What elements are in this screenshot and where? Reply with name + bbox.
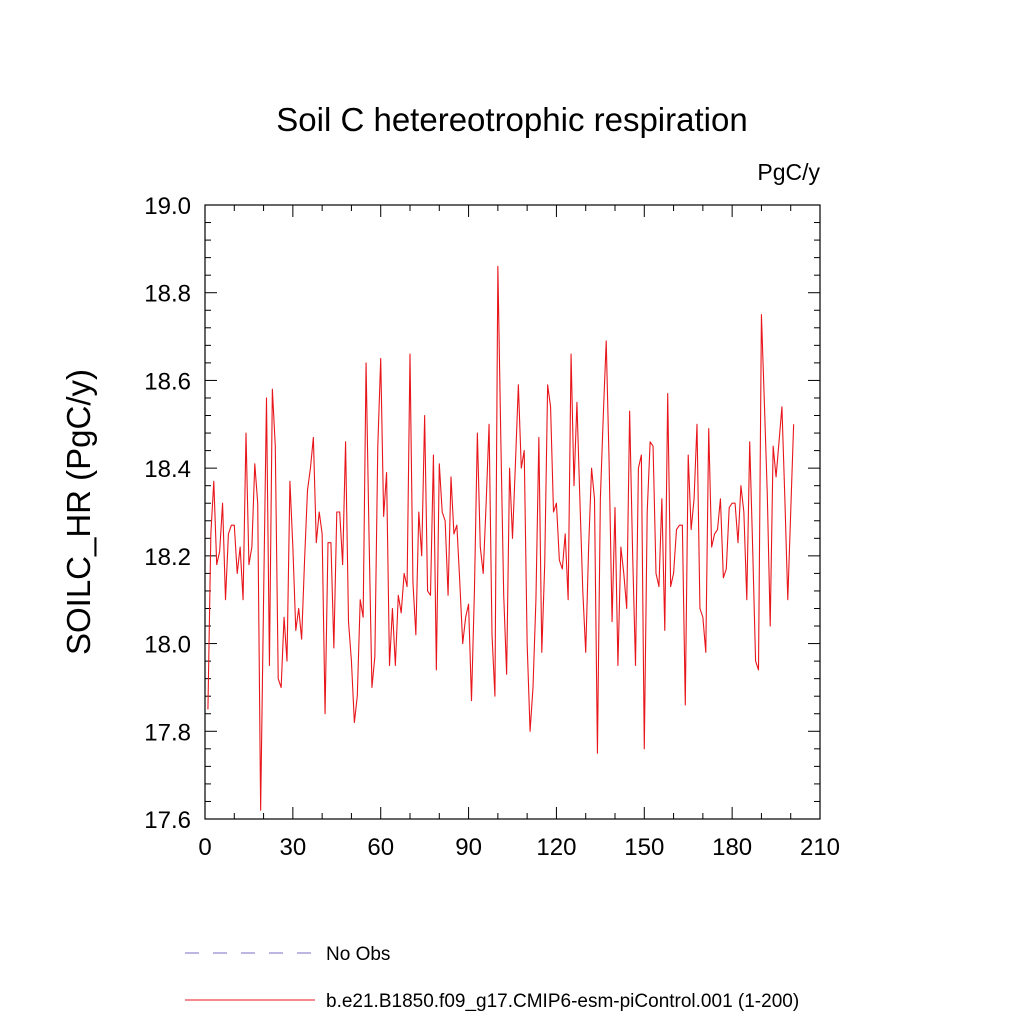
x-tick-label: 180 — [712, 834, 752, 861]
legend-label: No Obs — [326, 944, 390, 965]
y-tick-label: 18.4 — [144, 456, 191, 483]
plot-area — [204, 204, 821, 820]
x-tick-label: 0 — [198, 834, 211, 861]
x-tick-label: 210 — [800, 834, 840, 861]
y-tick-label: 17.6 — [144, 807, 191, 834]
y-tick-label: 18.8 — [144, 281, 191, 308]
axis-tick-labels: 0 30 60 90 120 150 180 210 17.6 17.8 18.0 18.2 18.4 1… — [144, 193, 840, 861]
x-tick-label: 120 — [536, 834, 576, 861]
legend: No Obs b.e21.B1850.f09_g17.CMIP6-esm-piCo… — [185, 944, 799, 1012]
y-axis-label: SOILC_HR (PgC/y) — [60, 369, 97, 655]
axis-ticks — [204, 204, 821, 820]
legend-label: b.e21.B1850.f09_g17.CMIP6-esm-piControl.… — [326, 991, 799, 1012]
series-line — [207, 265, 795, 811]
x-tick-label: 90 — [455, 834, 482, 861]
chart-title: Soil C hetereotrophic respiration — [276, 101, 747, 138]
y-tick-label: 18.2 — [144, 544, 191, 571]
y-tick-label: 19.0 — [144, 193, 191, 220]
y-tick-label: 18.6 — [144, 368, 191, 395]
x-tick-label: 60 — [367, 834, 394, 861]
plot-frame — [204, 204, 821, 820]
y-tick-label: 18.0 — [144, 632, 191, 659]
x-tick-label: 30 — [280, 834, 307, 861]
series-layer — [207, 265, 795, 811]
units-label: PgC/y — [757, 159, 820, 185]
y-tick-label: 17.8 — [144, 719, 191, 746]
x-tick-label: 150 — [624, 834, 664, 861]
